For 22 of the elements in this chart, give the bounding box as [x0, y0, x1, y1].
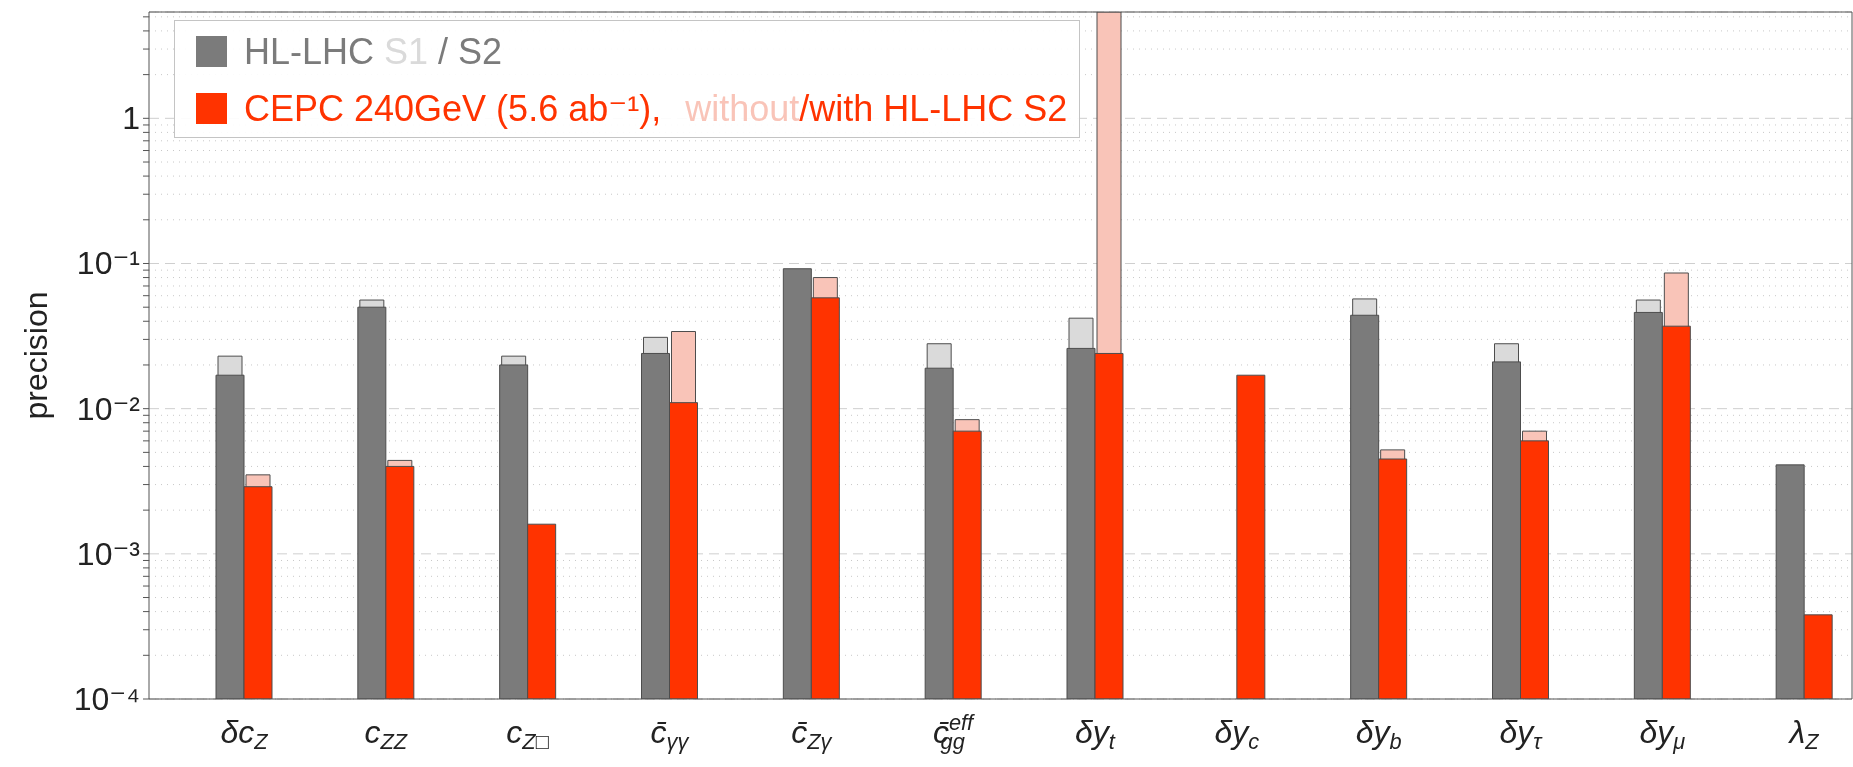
x-tick-label: δy$_{t}$: [1075, 714, 1116, 755]
x-tick-label: c̄$_{Zγ}$: [791, 714, 833, 755]
x-tick-label: c$_{Z□}$: [506, 714, 549, 755]
x-tick-label: δy$_{b}$: [1355, 714, 1402, 755]
annotation: /with HL-LHC S2: [799, 87, 1068, 130]
y-tick-label: 1: [122, 100, 140, 137]
y-axis-title: precision: [18, 291, 54, 420]
annotation: / S2: [438, 30, 503, 73]
text: without: [685, 87, 800, 130]
x-tick-label: δy$_{μ}$: [1639, 714, 1686, 755]
legend-label: HL-LHC: [244, 30, 375, 73]
x-tick-label: c$_{ZZ}$: [364, 714, 408, 755]
x-tick-label: δc$_{Z}$: [220, 714, 269, 755]
y-tick-label: 10⁻³: [76, 535, 141, 572]
y-tick-label: 10⁻²: [76, 390, 141, 427]
y-tick-label: 10⁻¹: [76, 245, 140, 282]
x-tick-label: δy$_{τ}$: [1499, 714, 1544, 755]
x-tick-label: δy$_{c}$: [1214, 714, 1260, 755]
x-tick-label: c̄$_{γγ}$: [650, 714, 690, 755]
x-tick-label: λ$_{Z}$: [1787, 714, 1820, 755]
legend-label: CEPC 240GeV (5.6 ab⁻¹),: [244, 87, 662, 130]
y-tick-label: 10⁻⁴: [73, 681, 140, 717]
